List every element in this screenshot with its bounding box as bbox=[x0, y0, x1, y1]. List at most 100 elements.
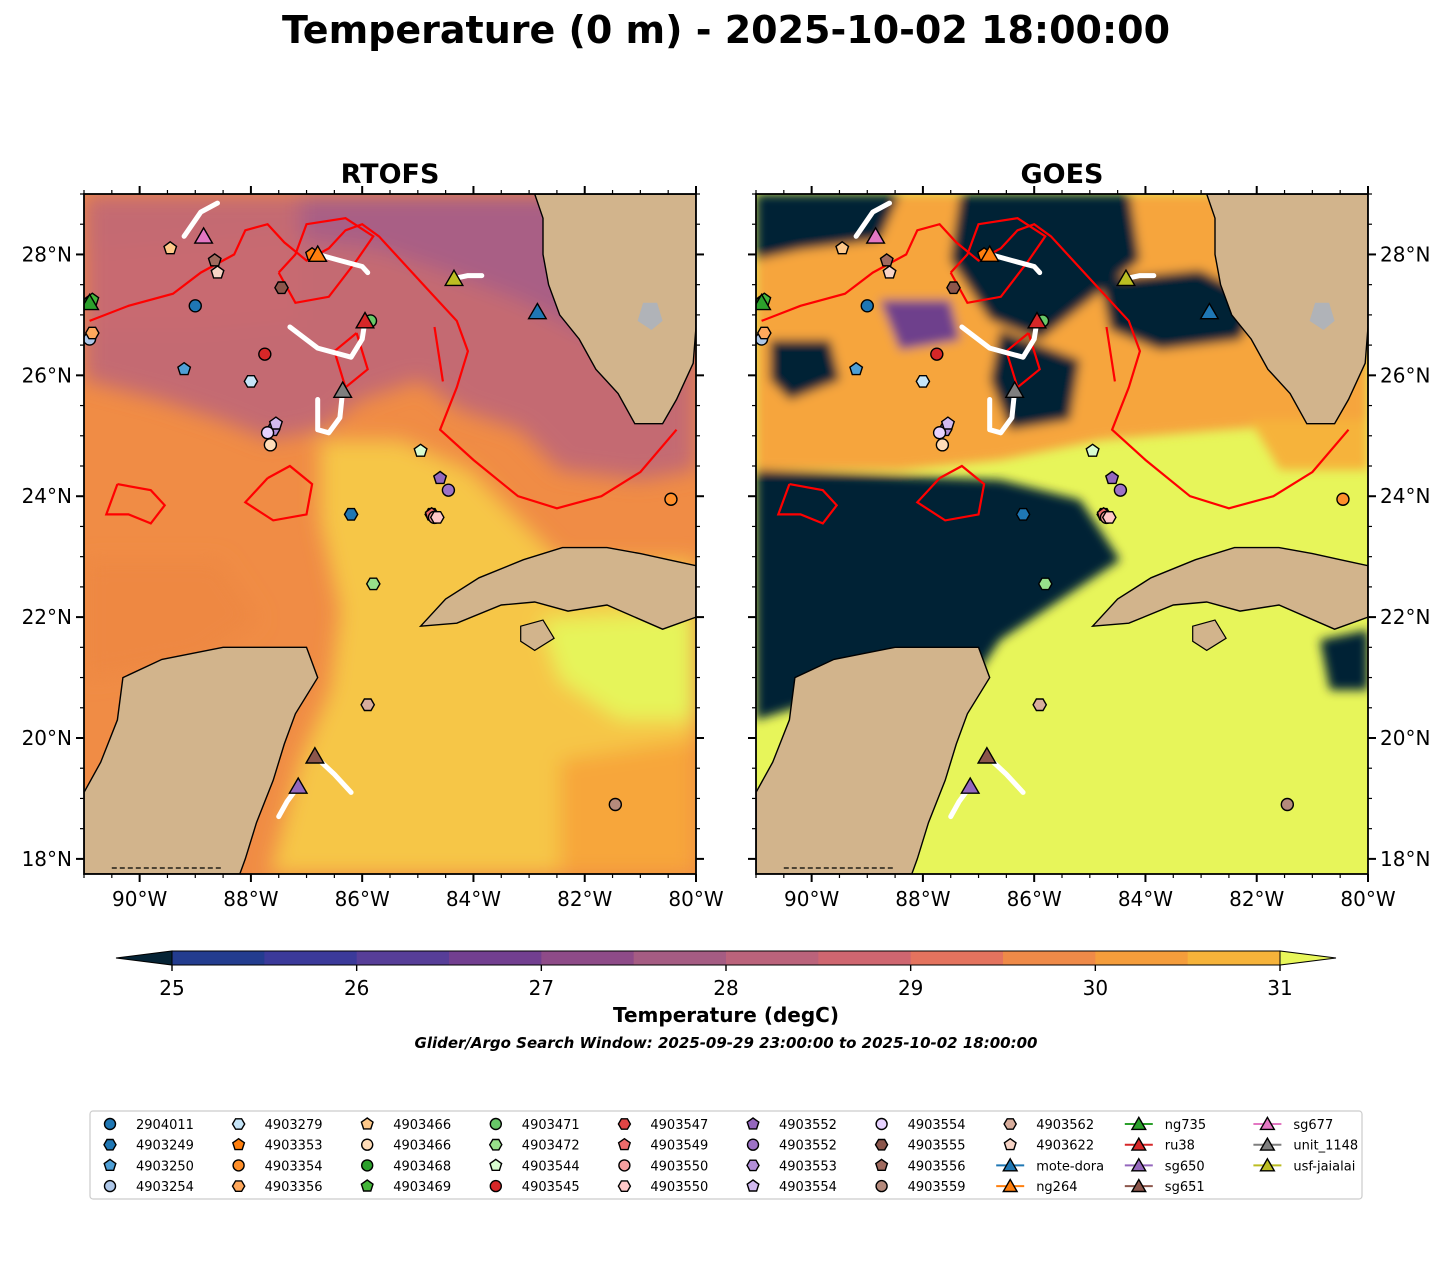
legend-label: 4903554 bbox=[908, 1118, 966, 1133]
legend-label: 4903553 bbox=[779, 1159, 837, 1174]
x-tick-label: 80°W bbox=[1340, 887, 1395, 911]
obs-mote-dora-marker bbox=[527, 302, 548, 320]
y-tick-label: 26°N bbox=[22, 363, 72, 387]
legend-marker-4903622 bbox=[1003, 1137, 1017, 1151]
obs-sg677-marker bbox=[865, 226, 886, 244]
legend-frame bbox=[89, 1110, 1363, 1200]
colorbar-band bbox=[910, 951, 1004, 965]
legend-marker-usf-jaialai bbox=[1259, 1157, 1276, 1172]
cuba-land bbox=[1090, 546, 1368, 630]
colorbar-tick-label: 27 bbox=[529, 976, 554, 1000]
sg677-track bbox=[853, 200, 892, 239]
obs-sg651-marker bbox=[976, 746, 997, 764]
legend-marker-4903471 bbox=[489, 1117, 502, 1131]
legend-label: 4903622 bbox=[1036, 1139, 1094, 1154]
obs-unit-1148-marker bbox=[332, 380, 353, 398]
eddy-bay-contour bbox=[104, 483, 167, 525]
panel-title-rtofs: RTOFS bbox=[341, 159, 440, 190]
obs-ru38-marker bbox=[354, 311, 376, 329]
obs-4903554-marker bbox=[940, 416, 956, 430]
y-tick-label: 24°N bbox=[1380, 484, 1430, 508]
obs-4903472-marker bbox=[1037, 577, 1053, 591]
obs-4903622-marker bbox=[882, 265, 897, 279]
legend-label: 4903468 bbox=[393, 1159, 451, 1174]
x-tick-label: 84°W bbox=[446, 887, 501, 911]
legend-marker-4903550 bbox=[618, 1159, 631, 1172]
x-tick-label: 82°W bbox=[557, 887, 612, 911]
y-tick-label: 28°N bbox=[22, 242, 72, 266]
legend-label: 4903552 bbox=[779, 1118, 837, 1133]
legend-label: 4903353 bbox=[265, 1139, 323, 1154]
legend-marker-unit-1148 bbox=[1259, 1136, 1276, 1151]
y-tick-label: 28°N bbox=[1380, 242, 1430, 266]
obs-4903354-marker bbox=[664, 492, 678, 506]
legend-label: 4903555 bbox=[908, 1139, 966, 1154]
search-window-note: Glider/Argo Search Window: 2025-09-29 23… bbox=[415, 1034, 1038, 1052]
legend-marker-4903562 bbox=[1003, 1118, 1018, 1130]
colorbar-tick-label: 30 bbox=[1083, 976, 1108, 1000]
florida-land bbox=[1205, 194, 1368, 425]
obs-4903354-marker bbox=[1336, 492, 1350, 506]
legend-marker-mote-dora bbox=[1002, 1157, 1019, 1172]
y-tick-label: 18°N bbox=[1380, 847, 1430, 871]
legend-label: ng735 bbox=[1165, 1118, 1206, 1133]
legend-marker-4903552 bbox=[746, 1117, 760, 1130]
obs-4903279-marker bbox=[243, 375, 259, 388]
legend-label: 4903544 bbox=[522, 1159, 580, 1174]
colorbar-band bbox=[633, 951, 727, 965]
y-tick-label: 22°N bbox=[22, 605, 72, 629]
loop-current-contour bbox=[89, 222, 678, 510]
legend-marker-4903466 bbox=[361, 1138, 374, 1151]
legend-label: 4903556 bbox=[908, 1159, 966, 1174]
legend-marker-4903249 bbox=[103, 1138, 117, 1151]
legend-label: unit_1148 bbox=[1293, 1139, 1358, 1154]
y-tick-label: 24°N bbox=[22, 484, 72, 508]
legend-marker-4903356 bbox=[231, 1180, 246, 1193]
legend-marker-4903472 bbox=[488, 1138, 503, 1151]
legend-label: ng264 bbox=[1036, 1180, 1077, 1195]
legend-label: 4903469 bbox=[393, 1180, 451, 1195]
legend-label: 4903552 bbox=[779, 1139, 837, 1154]
obs-ru38-marker bbox=[1026, 311, 1048, 329]
obs-ng735-marker bbox=[756, 293, 772, 311]
sg677-track bbox=[181, 200, 220, 239]
obs-sg650-marker bbox=[960, 776, 981, 794]
colorbar: 25 26 27 28 29 30 31 Temperature (degC) bbox=[115, 950, 1337, 1027]
y-tick-label: 22°N bbox=[1380, 605, 1430, 629]
panel-title-goes: GOES bbox=[1020, 159, 1103, 190]
legend-marker-4903544 bbox=[489, 1158, 503, 1172]
goes-sst-field bbox=[756, 194, 1368, 720]
legend-label: 4903250 bbox=[136, 1159, 194, 1174]
gulf-loop-contour bbox=[277, 217, 375, 305]
legend-marker-2904011 bbox=[103, 1117, 117, 1131]
legend-label: 4903550 bbox=[650, 1180, 708, 1195]
colorbar-band bbox=[264, 951, 358, 965]
legend-marker-4903554 bbox=[746, 1179, 760, 1192]
legend-label: 4903466 bbox=[393, 1139, 451, 1154]
legend-label: 4903279 bbox=[265, 1118, 323, 1133]
legend-label: usf-jaialai bbox=[1293, 1159, 1355, 1174]
legend-label: 4903554 bbox=[779, 1180, 837, 1195]
obs-unit-1148-marker bbox=[1004, 380, 1025, 398]
legend-label: mote-dora bbox=[1036, 1159, 1104, 1174]
obs-4903559-marker bbox=[1280, 797, 1295, 812]
lake-okeechobee bbox=[637, 302, 663, 330]
obs-4903466-marker bbox=[263, 438, 278, 452]
florida-strait-contour bbox=[1105, 326, 1116, 382]
y-tick-label: 18°N bbox=[22, 847, 72, 871]
x-tick-label: 88°W bbox=[895, 887, 950, 911]
ru38-track bbox=[287, 318, 368, 360]
x-tick-label: 84°W bbox=[1118, 887, 1173, 911]
obs-ng735-marker bbox=[84, 293, 100, 311]
obs-2904011-marker bbox=[188, 299, 202, 313]
y-tick-label: 20°N bbox=[22, 726, 72, 750]
obs-sg677-marker bbox=[193, 226, 214, 244]
legend-marker-4903559 bbox=[875, 1179, 888, 1193]
x-tick-label: 86°W bbox=[1007, 887, 1062, 911]
obs-4903545-marker bbox=[258, 347, 272, 361]
obs-4903556-marker bbox=[207, 253, 222, 267]
obs-4903554-marker bbox=[268, 416, 284, 430]
map-overlays-rtofs bbox=[84, 194, 696, 874]
legend-marker-4903553 bbox=[746, 1159, 760, 1172]
legend-label: 4903254 bbox=[136, 1180, 194, 1195]
